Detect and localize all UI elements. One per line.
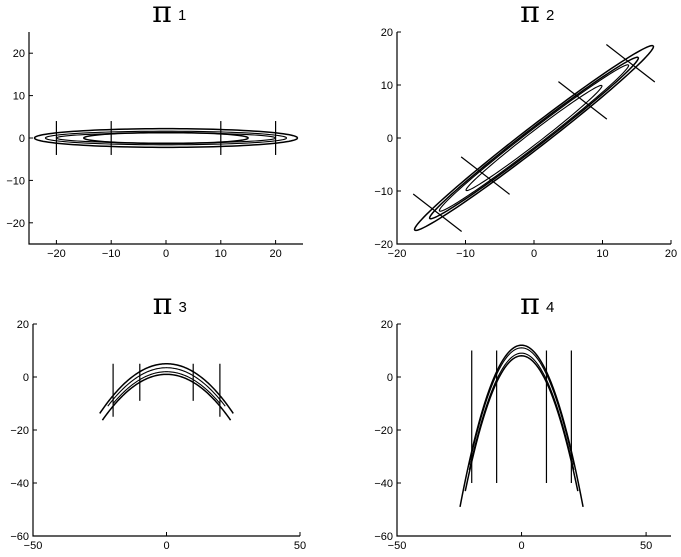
y-tick-label: 20 (17, 319, 29, 331)
chart-title-symbol: π (520, 0, 540, 30)
chart-panel-2: −20 −10 0 10 20 −20 −10 0 10 20 π 2 (374, 0, 677, 260)
y-tick-label: −40 (10, 478, 29, 490)
chart-panel-3: −50 0 50 −60 −40 −20 0 20 π 3 (10, 287, 306, 552)
marker-segment (605, 44, 656, 83)
y-tick-label: 10 (13, 91, 25, 103)
x-tick-label: −10 (102, 248, 121, 260)
y-tick-label: −10 (6, 175, 25, 187)
chart-panel-4: −50 0 50 −60 −40 −20 0 20 π 4 (374, 287, 671, 552)
y-tick-label: 20 (381, 319, 393, 331)
y-tick-label: −60 (10, 531, 29, 543)
chart-title-index: 4 (546, 299, 554, 316)
marker-segment (460, 156, 510, 195)
y-tick-label: 20 (381, 27, 393, 39)
contour-line (99, 362, 234, 414)
x-tick-label: 0 (531, 248, 537, 260)
y-tick-label: −60 (374, 531, 393, 543)
x-tick-label: 10 (596, 248, 608, 260)
contour-line (468, 347, 575, 465)
chart-panel-1: −20 −10 0 10 20 −20 −10 0 10 20 π 1 (6, 0, 303, 260)
x-tick-label: −50 (388, 540, 407, 552)
x-tick-label: −10 (456, 248, 475, 260)
y-tick-label: 0 (387, 372, 393, 384)
y-tick-label: 0 (19, 133, 25, 145)
contour-line (413, 44, 655, 232)
y-tick-label: 20 (13, 48, 25, 60)
x-tick-label: 20 (269, 248, 281, 260)
chart-title-index: 3 (179, 299, 187, 316)
x-tick-label: −20 (47, 248, 66, 260)
y-tick-label: 0 (387, 133, 393, 145)
x-tick-label: 0 (163, 248, 169, 260)
chart-title-index: 1 (178, 7, 186, 24)
contour-line (55, 132, 277, 144)
axes-frame (396, 32, 671, 245)
y-tick-label: −20 (6, 218, 25, 230)
y-tick-label: 0 (23, 372, 29, 384)
chart-title-symbol: π (520, 287, 540, 322)
contour-line (33, 127, 299, 149)
y-tick-label: −10 (374, 186, 393, 198)
contour-line (428, 56, 640, 220)
contour-line (468, 352, 575, 471)
chart-title-symbol: π (153, 287, 173, 322)
y-tick-label: 10 (381, 80, 393, 92)
y-tick-label: −20 (374, 425, 393, 437)
contour-line (464, 355, 579, 492)
x-tick-label: 10 (215, 248, 227, 260)
chart-title-symbol: π (152, 0, 172, 30)
axes-frame (28, 32, 303, 245)
x-tick-label: 0 (163, 540, 169, 552)
marker-segment (558, 81, 608, 120)
y-tick-label: −40 (374, 478, 393, 490)
contour-line (465, 84, 603, 192)
axes-frame (396, 324, 671, 537)
x-tick-label: 50 (294, 540, 306, 552)
contour-line (459, 344, 584, 508)
x-tick-label: −50 (24, 540, 43, 552)
contour-line (101, 373, 232, 421)
x-tick-label: −20 (388, 248, 407, 260)
x-tick-label: 50 (640, 540, 652, 552)
x-tick-label: 20 (665, 248, 677, 260)
marker-segment (412, 193, 463, 232)
y-tick-label: −20 (10, 425, 29, 437)
contour-line (438, 64, 630, 212)
chart-title-index: 2 (546, 7, 554, 24)
contour-line (107, 367, 226, 407)
contour-line (44, 130, 288, 146)
axes-frame (32, 324, 300, 537)
x-tick-label: 0 (518, 540, 524, 552)
contour-line (112, 371, 221, 404)
y-tick-label: −20 (374, 239, 393, 251)
